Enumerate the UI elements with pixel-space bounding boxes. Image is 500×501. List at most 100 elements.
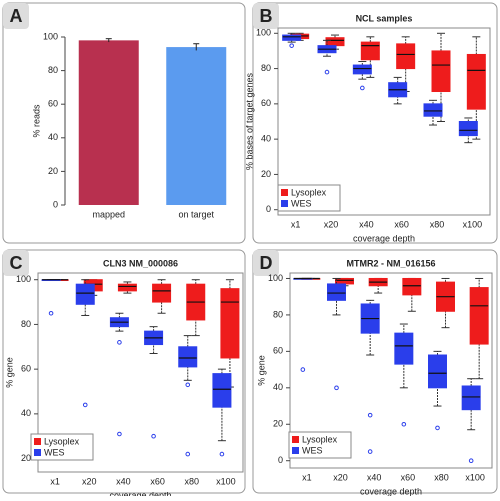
panel-border [252, 249, 498, 494]
outlier [48, 310, 54, 316]
outlier [300, 367, 306, 372]
legend-box [288, 431, 352, 459]
y-axis-label: % reads [31, 104, 41, 138]
box [394, 332, 414, 365]
y-axis-label: % gene [4, 357, 14, 388]
y-tick-label: 40 [273, 382, 283, 392]
legend-swatch [281, 189, 288, 196]
x-tick-label: x20 [333, 472, 348, 482]
x-tick-label: x40 [359, 219, 374, 229]
outlier [401, 421, 407, 427]
y-tick-label: 100 [268, 273, 283, 283]
panel-border [2, 2, 246, 244]
plot-frame [37, 272, 244, 473]
box [402, 277, 422, 296]
outlier [117, 431, 122, 437]
outlier [185, 451, 191, 457]
y-tick-label: 80 [273, 309, 283, 319]
box [327, 283, 346, 301]
y-tick-label: 40 [48, 132, 58, 142]
legend-swatch [34, 438, 41, 445]
legend-label: WES [291, 198, 312, 208]
y-tick-label: 0 [266, 204, 271, 214]
outlier [117, 340, 122, 345]
box [75, 283, 95, 305]
outlier [334, 385, 339, 391]
x-tick-label: mapped [92, 209, 125, 219]
y-tick-label: 100 [256, 28, 271, 38]
x-tick-label: x1 [50, 476, 60, 486]
x-tick-label: x1 [302, 472, 312, 482]
y-tick-label: 40 [21, 408, 31, 418]
legend-label: WES [44, 447, 65, 457]
plot-frame [289, 272, 493, 469]
box [466, 53, 486, 110]
y-tick-label: 40 [261, 134, 271, 144]
x-tick-label: x100 [465, 472, 485, 482]
y-tick-label: 0 [278, 455, 283, 465]
plot-frame [277, 27, 491, 216]
y-axis-label: % gene [256, 355, 266, 386]
bar [78, 40, 139, 205]
box [325, 37, 345, 47]
outlier [82, 402, 88, 408]
box [335, 277, 354, 285]
x-tick-label: x60 [401, 472, 416, 482]
box [431, 50, 451, 93]
x-tick-label: x1 [291, 219, 301, 229]
x-tick-label: x80 [434, 472, 449, 482]
chart-title: NCL samples [356, 13, 413, 23]
box [423, 103, 443, 117]
y-axis-label: % bases of target genes [244, 72, 254, 170]
x-axis-label: coverage depth [360, 486, 422, 496]
panel-letter: C [10, 253, 23, 273]
box [428, 354, 447, 389]
chart-title: CLN3 NM_000086 [103, 258, 178, 268]
legend-swatch [281, 200, 288, 207]
outlier [151, 433, 156, 439]
x-tick-label: x100 [216, 476, 236, 486]
y-tick-label: 80 [21, 319, 31, 329]
legend-swatch [292, 436, 299, 443]
box [360, 41, 380, 61]
x-tick-label: x20 [82, 476, 97, 486]
x-tick-label: on target [178, 209, 214, 219]
outlier [360, 85, 365, 91]
box [212, 373, 232, 408]
panel-letter-bg [253, 3, 279, 29]
y-tick-label: 20 [273, 419, 283, 429]
legend-label: Lysoplex [302, 434, 338, 444]
legend-swatch [34, 449, 41, 456]
x-axis-label: coverage depth [353, 233, 415, 243]
panel-letter-bg [3, 250, 29, 276]
legend-label: WES [302, 445, 323, 455]
chart-title: MTMR2 - NM_016156 [346, 258, 435, 268]
y-tick-label: 60 [273, 346, 283, 356]
box [220, 288, 240, 359]
box [396, 43, 416, 70]
panel-border [2, 249, 246, 494]
y-tick-label: 20 [21, 453, 31, 463]
outlier [185, 382, 191, 388]
legend-box [30, 433, 94, 461]
bar [166, 47, 227, 205]
panel-letter: D [260, 253, 273, 273]
y-tick-label: 20 [261, 169, 271, 179]
panel-border [252, 2, 498, 244]
y-tick-label: 100 [16, 274, 31, 284]
x-tick-label: x40 [116, 476, 131, 486]
y-tick-label: 60 [21, 364, 31, 374]
x-tick-label: x20 [324, 219, 339, 229]
box [461, 385, 481, 411]
x-tick-label: x100 [463, 219, 483, 229]
outlier [289, 43, 294, 48]
box [152, 283, 172, 303]
box [178, 346, 198, 368]
x-tick-label: x40 [367, 472, 382, 482]
x-axis-label: coverage depth [109, 490, 171, 496]
x-tick-label: x60 [150, 476, 165, 486]
box [117, 283, 137, 292]
x-tick-label: x80 [430, 219, 445, 229]
y-tick-label: 100 [43, 31, 58, 41]
box [469, 287, 489, 345]
